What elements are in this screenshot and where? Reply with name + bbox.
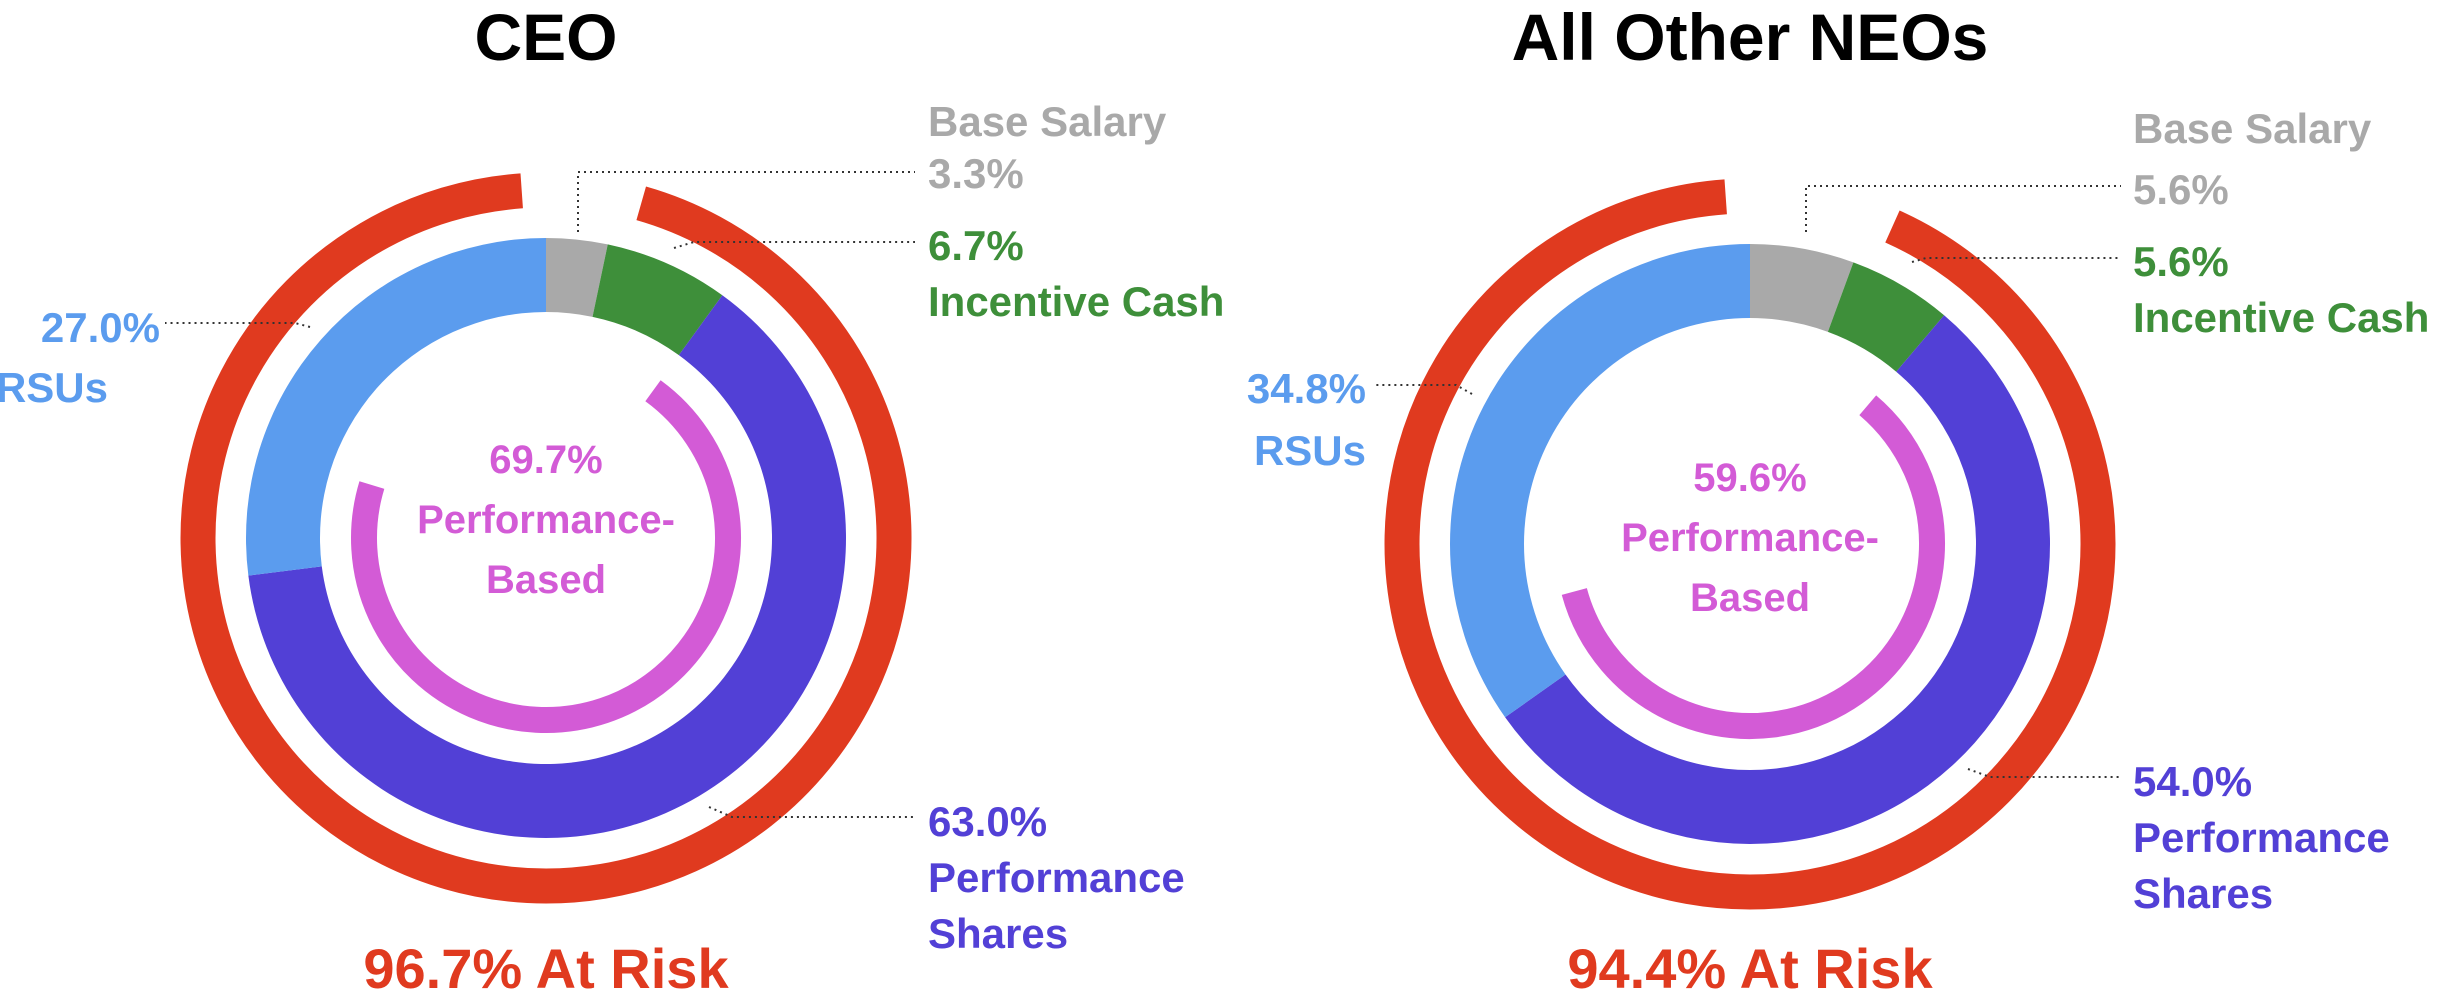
ceo-rsus-value: 27.0% bbox=[41, 304, 160, 351]
neo-performance-based-text-2: Based bbox=[1690, 576, 1810, 620]
neo-base-salary-value: 5.6% bbox=[2133, 166, 2229, 213]
ceo-performance-shares-value: 63.0% bbox=[928, 798, 1047, 845]
ceo-incentive-cash-label: Incentive Cash bbox=[928, 278, 1224, 325]
neo-rsus-leader bbox=[1376, 384, 1473, 395]
ceo-base-salary-value: 3.3% bbox=[928, 150, 1024, 197]
neo-base-salary-label: Base Salary bbox=[2133, 105, 2372, 152]
ceo-performance-shares-label-2: Shares bbox=[928, 910, 1068, 957]
neo-incentive-cash-leader bbox=[1911, 257, 2121, 263]
ceo-performance-based-arc bbox=[351, 380, 741, 733]
ceo-base-salary-leader bbox=[577, 171, 915, 232]
ceo-performance-based-text-1: Performance- bbox=[417, 498, 675, 542]
ceo-rings bbox=[180, 173, 912, 904]
neo-performance-shares-label-1: Performance bbox=[2133, 814, 2390, 861]
neo-performance-based-value: 59.6% bbox=[1693, 456, 1806, 500]
neo-at-risk-label: 94.4% At Risk bbox=[1567, 937, 1933, 1000]
neo-at-risk-ring bbox=[1384, 179, 2116, 910]
neo-slice-base-salary bbox=[1750, 244, 1854, 332]
neo-base-salary-leader bbox=[1805, 185, 2121, 232]
ceo-at-risk-label: 96.7% At Risk bbox=[363, 937, 729, 1000]
ceo-chart: CEO 69.7% Performance- Based Base Salary… bbox=[0, 0, 1224, 1000]
neo-performance-based-text-1: Performance- bbox=[1621, 516, 1879, 560]
neo-performance-shares-label-2: Shares bbox=[2133, 870, 2273, 917]
ceo-slice-incentive-cash bbox=[592, 244, 723, 356]
ceo-incentive-cash-value: 6.7% bbox=[928, 222, 1024, 269]
neo-chart: All Other NEOs 59.6% Performance- Based … bbox=[1247, 0, 2430, 1000]
neo-performance-shares-value: 54.0% bbox=[2133, 758, 2252, 805]
neo-chart-title: All Other NEOs bbox=[1512, 0, 1989, 74]
ceo-slice-base-salary bbox=[546, 238, 608, 317]
neo-rings bbox=[1384, 179, 2116, 910]
ceo-base-salary-label: Base Salary bbox=[928, 98, 1167, 145]
ceo-at-risk-ring bbox=[180, 173, 912, 904]
neo-incentive-cash-label: Incentive Cash bbox=[2133, 294, 2429, 341]
ceo-performance-based-value: 69.7% bbox=[489, 438, 602, 482]
ceo-rsus-leader bbox=[165, 322, 311, 328]
ceo-chart-title: CEO bbox=[474, 0, 617, 74]
neo-performance-based-arc bbox=[1561, 395, 1945, 739]
ceo-performance-shares-label-1: Performance bbox=[928, 854, 1185, 901]
ceo-performance-based-text-2: Based bbox=[486, 558, 606, 602]
ceo-incentive-cash-leader bbox=[673, 241, 915, 249]
neo-performance-shares-leader bbox=[1967, 768, 2121, 778]
neo-slice-incentive-cash bbox=[1827, 262, 1945, 372]
ceo-slice-rsus bbox=[246, 238, 546, 576]
neo-slice-performance-shares bbox=[1505, 315, 2051, 845]
neo-slice-rsus bbox=[1450, 243, 1750, 718]
neo-rsus-label: RSUs bbox=[1254, 427, 1366, 474]
neo-incentive-cash-value: 5.6% bbox=[2133, 238, 2229, 285]
ceo-rsus-label: RSUs bbox=[0, 364, 108, 411]
neo-rsus-value: 34.8% bbox=[1247, 365, 1366, 412]
ceo-performance-shares-leader bbox=[708, 806, 915, 818]
